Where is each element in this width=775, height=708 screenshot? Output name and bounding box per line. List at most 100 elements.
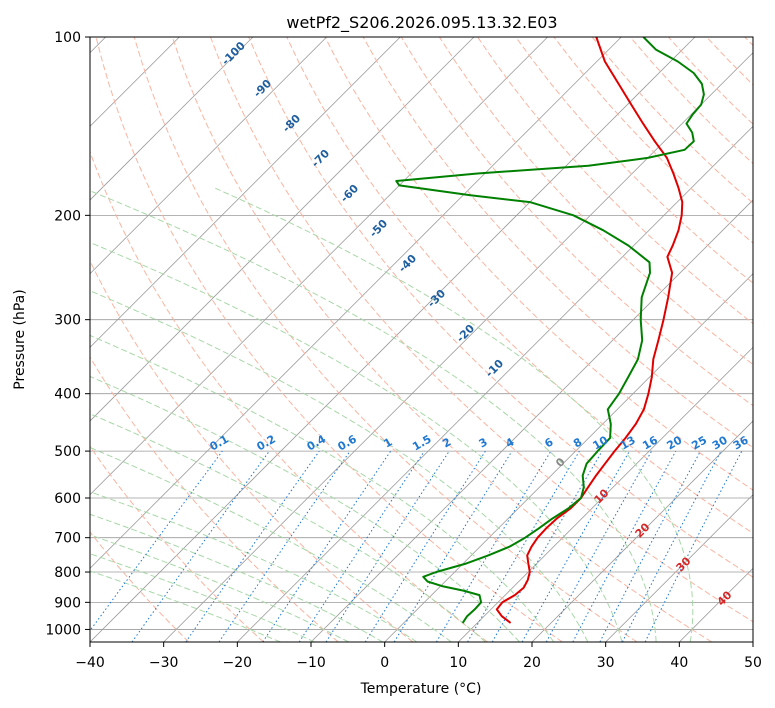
- moist-adiabat-line: [90, 290, 589, 642]
- mixing-ratio-label: 0.2: [254, 432, 277, 453]
- mixing-ratio-label: 4: [503, 435, 516, 450]
- mixing-ratio-line: [644, 450, 743, 642]
- x-axis-label: Temperature (°C): [360, 681, 482, 697]
- plot-frame: [89, 36, 754, 643]
- x-tick-label: 50: [744, 655, 762, 671]
- x-axis-ticks: −40 −30 −20 −10 0 10 20 30 40 50: [75, 642, 762, 671]
- y-tick-label: 500: [54, 444, 81, 460]
- dry-adiabat-line: [90, 531, 190, 642]
- y-axis-ticks: 1000 900 800 700 600 500 400 300 200 100: [45, 30, 90, 638]
- dry-adiabat-line: [210, 37, 753, 623]
- moist-adiabat-line: [90, 413, 486, 642]
- isotherm-line: [752, 641, 753, 642]
- isotherm-line: [605, 494, 753, 642]
- dry-adiabat-line: [400, 37, 753, 407]
- x-tick-label: 20: [523, 655, 541, 671]
- dry-adiabats: [90, 37, 753, 642]
- moist-adiabat-line: [90, 334, 555, 642]
- x-tick-label: −30: [149, 655, 179, 671]
- y-axis-label: Pressure (hPa): [12, 289, 28, 389]
- dry-adiabat-line: [668, 37, 753, 125]
- mixing-ratio-label: 6: [542, 435, 555, 450]
- isotherm-line: [90, 37, 548, 496]
- isotherm-line: [90, 37, 327, 275]
- y-tick-label: 600: [54, 491, 81, 507]
- dry-adiabat-line: [90, 445, 264, 642]
- dry-adiabat-line: [171, 37, 712, 642]
- mixing-ratio-line: [599, 450, 701, 642]
- mixing-ratio-label: 3: [477, 435, 490, 450]
- isotherm-line: [458, 346, 753, 642]
- mixing-ratio-line: [521, 450, 630, 642]
- mixing-ratio-label: 2: [440, 435, 453, 450]
- y-tick-label: 200: [54, 208, 81, 224]
- isotherm-line: [384, 273, 753, 642]
- mixing-ratio-line: [90, 450, 223, 632]
- moist-adiabat-line: [90, 570, 281, 642]
- mixing-ratio-label: 20: [665, 433, 685, 452]
- dry-adiabat-label: -30: [425, 287, 448, 310]
- moist-adiabat-line: [90, 553, 315, 642]
- mixing-ratio-line: [325, 450, 450, 642]
- dry-adiabat-label: -80: [280, 112, 303, 135]
- y-tick-label: 400: [54, 387, 81, 403]
- dry-adiabat-line: [744, 37, 753, 47]
- mixing-ratio-line: [393, 450, 513, 642]
- isotherm-line: [531, 420, 753, 642]
- y-tick-label: 900: [54, 595, 81, 611]
- y-tick-label: 300: [54, 313, 81, 329]
- moist-adiabat-line: [90, 241, 623, 642]
- x-tick-label: 0: [380, 655, 389, 671]
- y-tick-label: 700: [54, 531, 81, 547]
- mixing-ratio-label: 30: [710, 433, 730, 452]
- x-tick-label: 30: [597, 655, 615, 671]
- inline-line-labels: -100-90-80-70-60-50-40-30-20-10010203040…: [207, 39, 750, 609]
- mixing-ratio-label: 0.4: [305, 432, 329, 453]
- mixing-ratio-label: 13: [618, 434, 638, 453]
- mixing-ratio-line: [185, 450, 320, 642]
- mixing-ratio-line: [262, 450, 392, 642]
- dry-adiabat-line: [248, 37, 753, 578]
- moist-adiabat-line: [90, 190, 657, 642]
- mixing-ratio-line: [131, 450, 270, 642]
- dry-adiabat-line: [286, 37, 753, 534]
- mixing-ratio-label: 10: [591, 433, 611, 452]
- moist-adiabats: [90, 187, 694, 642]
- isotherm-line: [90, 37, 475, 422]
- mixing-ratio-label: 1: [381, 435, 394, 450]
- mixing-ratio-label: 36: [731, 433, 751, 452]
- dry-adiabat-label: -90: [251, 77, 274, 100]
- sounding-traces: [395, 37, 705, 624]
- isotherm-line: [90, 37, 254, 201]
- x-tick-label: −40: [75, 655, 105, 671]
- dry-adiabat-label: 10: [592, 486, 612, 506]
- isobar-gridlines: [90, 37, 753, 630]
- surface-curve: [0, 37, 69, 637]
- dry-adiabat-label: -70: [309, 147, 332, 170]
- dry-adiabat-line: [133, 37, 638, 642]
- y-tick-label: 100: [54, 30, 81, 46]
- skewed-isotherms: [90, 37, 753, 642]
- dry-adiabat-line: [90, 356, 339, 642]
- dry-adiabat-line: [553, 37, 753, 244]
- mixing-ratio-label: 1.5: [410, 432, 433, 453]
- mixing-ratio-line: [298, 450, 425, 642]
- chart-title: wetPf2_S206.2026.095.13.32.E03: [286, 13, 557, 33]
- dry-adiabat-label: -40: [396, 252, 419, 275]
- mixing-ratio-line: [545, 450, 653, 642]
- mixing-ratio-lines: [90, 450, 743, 642]
- mixing-ratio-line: [467, 450, 580, 642]
- x-tick-label: 40: [670, 655, 688, 671]
- isotherm-line: [90, 37, 696, 642]
- dry-adiabat-line: [95, 37, 563, 642]
- mixing-ratio-line: [435, 450, 552, 642]
- temperature-trace: [495, 37, 684, 624]
- dry-adiabat-line: [90, 150, 488, 642]
- dry-adiabat-label: -60: [338, 182, 361, 205]
- y-tick-label: 800: [54, 565, 81, 581]
- isotherm-line: [90, 37, 622, 569]
- dry-adiabat-line: [90, 259, 414, 642]
- mixing-ratio-label: 0.1: [207, 432, 230, 453]
- isotherm-line: [237, 125, 753, 642]
